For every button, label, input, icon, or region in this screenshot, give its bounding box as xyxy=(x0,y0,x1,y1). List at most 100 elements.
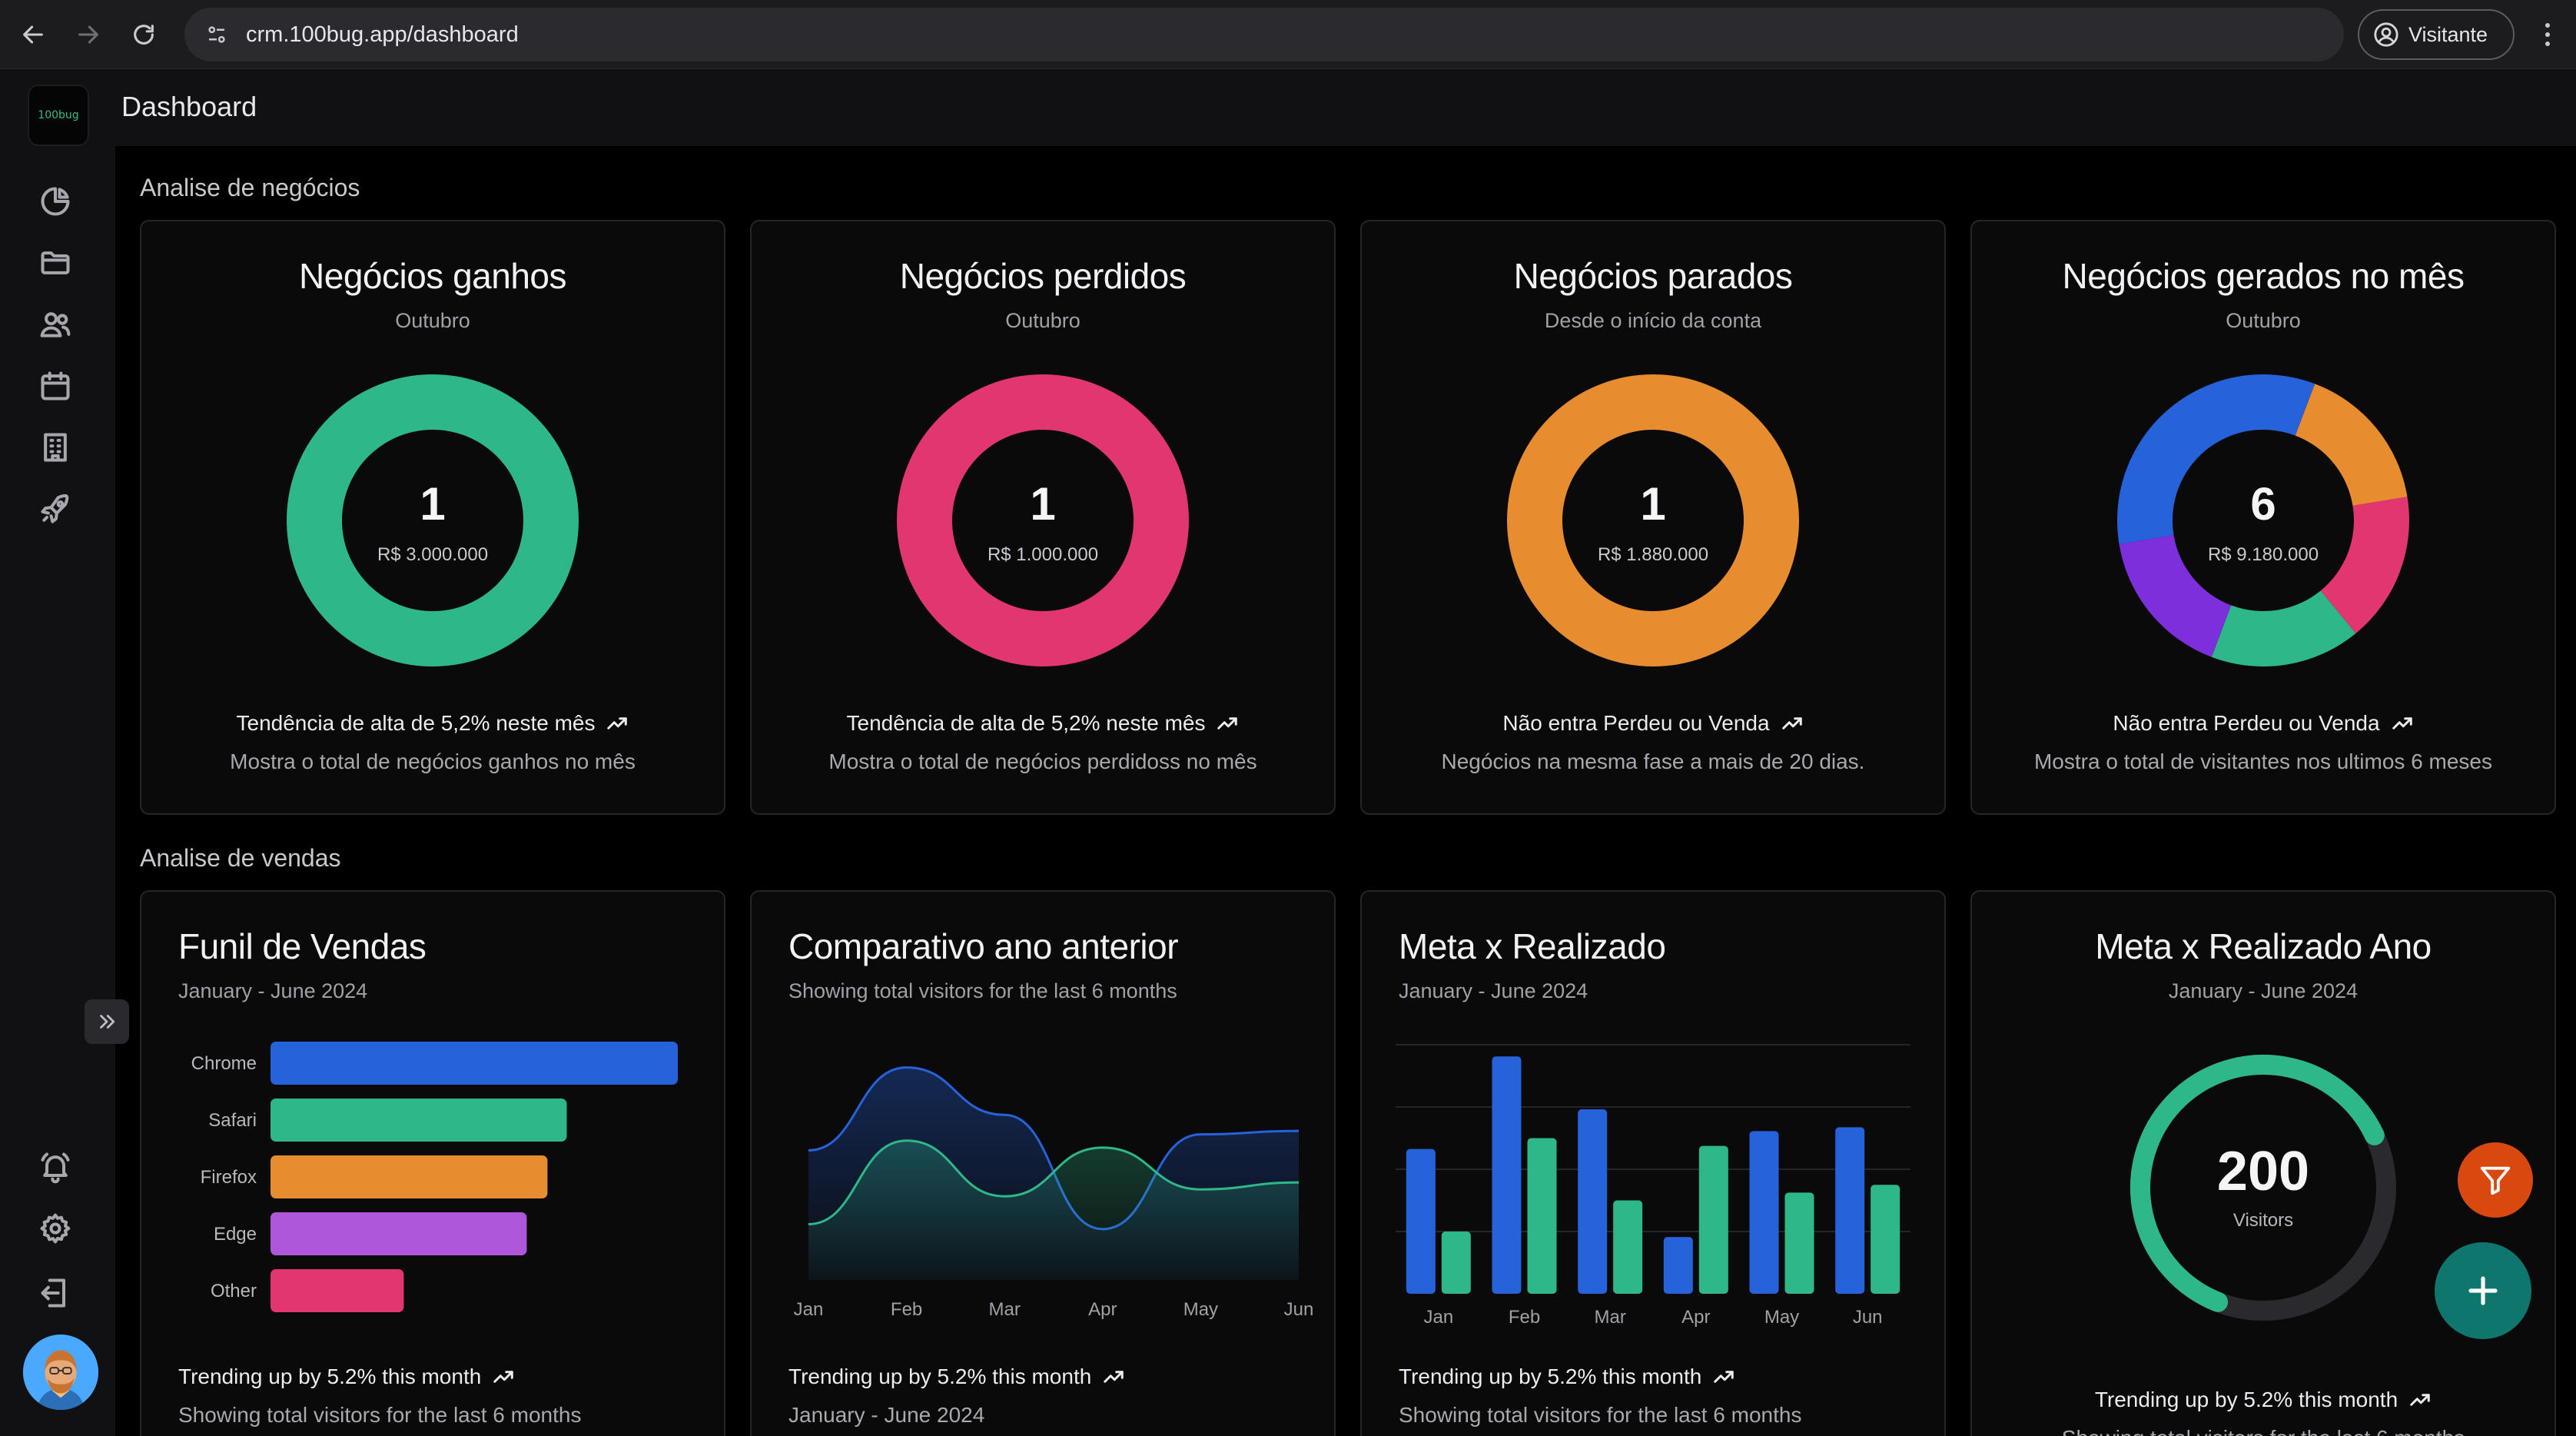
sidebar-item-projects[interactable] xyxy=(35,243,75,283)
card-footer-description: Mostra o total de negócios perdidoss no … xyxy=(828,750,1257,773)
x-axis-tick-label: Jan xyxy=(794,1299,824,1320)
card-title: Meta x Realizado Ano xyxy=(2095,926,2432,966)
donut-count: 6 xyxy=(2250,478,2276,530)
page-title: Dashboard xyxy=(121,91,257,122)
expand-sidebar-button[interactable] xyxy=(85,999,129,1044)
url-text[interactable]: crm.100bug.app/dashboard xyxy=(246,22,519,47)
trend-text: Trending up by 5.2% this month xyxy=(788,1365,1092,1388)
area-fill xyxy=(808,1140,1299,1280)
card-deals-generated: Negócios gerados no mês Outubro 6 R$ 9.1… xyxy=(1970,220,2556,815)
radial-value: 200 xyxy=(2216,1141,2310,1202)
donut-chart: 1 R$ 1.880.000 xyxy=(1507,374,1799,666)
arrow-left-icon xyxy=(23,25,43,44)
card-title: Negócios gerados no mês xyxy=(2062,256,2465,296)
x-axis-tick-label: Feb xyxy=(891,1299,922,1320)
x-axis-tick-label: May xyxy=(1764,1307,1799,1328)
target-bar xyxy=(1749,1131,1779,1294)
filter-fab-button[interactable] xyxy=(2458,1142,2533,1218)
donut-segment xyxy=(2119,535,2232,657)
sidebar-item-contacts[interactable] xyxy=(35,304,75,344)
area-series-line xyxy=(808,1066,1300,1231)
card-footer-description: Negócios na mesma fase a mais de 20 dias… xyxy=(1441,750,1865,773)
plus-icon xyxy=(2468,1276,2498,1305)
donut-segment xyxy=(2211,590,2356,666)
site-settings-icon[interactable] xyxy=(194,17,240,52)
users-icon xyxy=(40,312,71,337)
calendar-icon xyxy=(41,371,70,401)
trending-up-icon xyxy=(607,717,628,730)
card-footer-description: Mostra o total de visitantes nos ultimos… xyxy=(2033,750,2493,773)
radial-chart: 200 Visitors xyxy=(2117,1042,2409,1334)
donut-segment xyxy=(2295,384,2408,506)
trending-up-icon xyxy=(1781,717,1802,730)
radial-chart-svg xyxy=(2130,1055,2396,1321)
sidebar-item-settings[interactable] xyxy=(35,1208,75,1248)
card-footer-description: Showing total visitors for the last 6 mo… xyxy=(1972,1426,2554,1436)
address-bar[interactable]: crm.100bug.app/dashboard xyxy=(184,8,2344,61)
donut-count: 1 xyxy=(1030,478,1056,530)
app-logo[interactable]: 100bug xyxy=(28,85,89,146)
trend-text: Não entra Perdeu ou Venda xyxy=(2113,711,2380,735)
user-avatar[interactable] xyxy=(23,1335,98,1410)
sidebar-item-launch[interactable] xyxy=(35,489,75,529)
trending-up-icon xyxy=(493,1371,514,1383)
donut-chart-svg xyxy=(287,374,579,666)
logout-icon xyxy=(41,1278,66,1308)
sidebar-item-logout[interactable] xyxy=(35,1273,75,1313)
x-axis-tick-label: Feb xyxy=(1509,1307,1540,1328)
trending-up-icon xyxy=(1714,1371,1734,1383)
card-subtitle: Outubro xyxy=(395,309,470,332)
card-subtitle: Outubro xyxy=(2226,309,2301,332)
sidebar-item-calendar[interactable] xyxy=(35,366,75,406)
reload-button[interactable] xyxy=(126,17,161,52)
arrow-right-icon xyxy=(78,25,98,44)
card-subtitle: Showing total visitors for the last 6 mo… xyxy=(788,979,1177,1002)
forward-button[interactable] xyxy=(71,17,106,52)
funnel-bar-chart: Chrome Safari Firefox Edge Other xyxy=(191,1042,678,1312)
target-bar-chart: Jan Feb Mar Apr May Jun xyxy=(1396,1044,1910,1328)
sidebar-item-dashboard[interactable] xyxy=(35,181,75,221)
funnel-bar xyxy=(271,1269,404,1312)
donut-chart: 6 R$ 9.180.000 xyxy=(2117,374,2409,666)
filter-icon xyxy=(2480,1166,2511,1195)
trend-text: Trending up by 5.2% this month xyxy=(178,1365,482,1388)
trending-up-icon xyxy=(2410,1394,2430,1406)
card-target-vs-actual: Meta x Realizado January - June 2024 Jan… xyxy=(1360,890,1946,1436)
x-axis-tick-label: Mar xyxy=(989,1299,1021,1320)
funnel-category-label: Chrome xyxy=(191,1053,257,1074)
rocket-icon xyxy=(41,494,69,524)
target-bar xyxy=(1578,1109,1608,1294)
x-axis-tick-label: Mar xyxy=(1594,1307,1625,1328)
donut-chart-svg xyxy=(2117,374,2409,666)
card-footer-trend: Trending up by 5.2% this month xyxy=(788,1365,1334,1389)
trending-up-icon xyxy=(1104,1371,1124,1383)
target-bar xyxy=(1613,1200,1643,1294)
browser-menu-button[interactable] xyxy=(2536,18,2559,51)
sidebar-item-companies[interactable] xyxy=(35,427,75,467)
donut-value: R$ 1.000.000 xyxy=(987,544,1099,565)
target-bar xyxy=(1441,1232,1471,1294)
back-button[interactable] xyxy=(15,17,51,52)
profile-icon xyxy=(2374,22,2398,47)
donut-segment xyxy=(2117,374,2315,544)
card-title: Meta x Realizado xyxy=(1399,926,1666,966)
trend-text: Tendência de alta de 5,2% neste mês xyxy=(236,711,596,735)
target-bar xyxy=(1835,1127,1865,1294)
radial-unit: Visitors xyxy=(2232,1210,2294,1231)
card-footer-trend: Tendência de alta de 5,2% neste mês xyxy=(141,711,724,736)
chevrons-right-icon xyxy=(100,1015,115,1029)
donut-value: R$ 9.180.000 xyxy=(2207,544,2319,565)
sidebar-item-notifications[interactable] xyxy=(35,1147,75,1187)
trend-text: Tendência de alta de 5,2% neste mês xyxy=(846,711,1206,735)
funnel-bar xyxy=(271,1155,548,1198)
card-title: Negócios parados xyxy=(1513,256,1793,296)
donut-chart-svg xyxy=(897,374,1189,666)
profile-button[interactable]: Visitante xyxy=(2358,9,2515,60)
section-title-sales: Analise de vendas xyxy=(140,844,341,872)
trending-up-icon xyxy=(1217,717,1238,730)
card-sales-funnel: Funil de Vendas January - June 2024 Chro… xyxy=(140,890,725,1436)
funnel-bar xyxy=(271,1212,527,1255)
add-fab-button[interactable] xyxy=(2435,1242,2531,1339)
card-subtitle: January - June 2024 xyxy=(178,979,368,1002)
comparison-area-chart: Jan Feb Mar Apr May Jun xyxy=(794,1066,1313,1320)
